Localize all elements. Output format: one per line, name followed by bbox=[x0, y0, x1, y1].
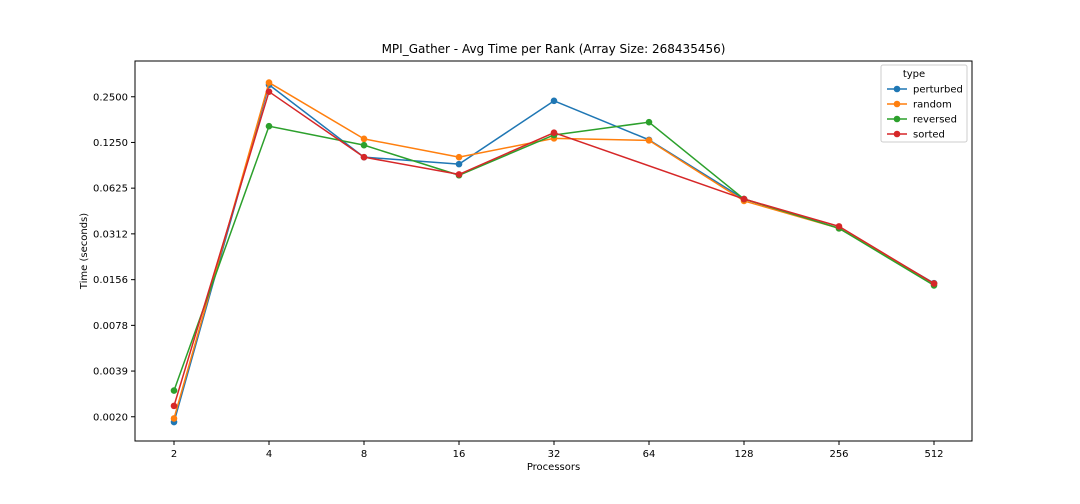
legend: type perturbed random reversed sorted bbox=[880, 64, 968, 143]
data-point-perturbed bbox=[455, 160, 463, 168]
y-tick-label: 0.0156 bbox=[93, 275, 128, 286]
data-point-sorted bbox=[265, 88, 273, 95]
data-point-random bbox=[265, 79, 273, 86]
data-point-reversed bbox=[645, 118, 653, 126]
legend-title: type bbox=[903, 69, 925, 80]
data-point-random bbox=[455, 153, 463, 161]
x-tick-label: 2 bbox=[171, 449, 177, 460]
x-tick-label: 512 bbox=[924, 449, 943, 460]
legend-swatch-marker bbox=[893, 115, 901, 123]
data-point-sorted bbox=[930, 280, 938, 287]
data-point-reversed bbox=[265, 122, 273, 130]
legend-swatch-marker bbox=[893, 100, 901, 108]
y-tick-label: 0.1250 bbox=[93, 138, 128, 149]
y-axis-label: Time (seconds) bbox=[79, 213, 90, 290]
legend-swatch-marker bbox=[893, 130, 901, 138]
y-tick-label: 0.0039 bbox=[93, 367, 128, 378]
x-tick-label: 32 bbox=[548, 449, 561, 460]
data-point-random bbox=[360, 135, 368, 143]
legend-box bbox=[880, 64, 968, 143]
x-axis-ticks: 2 4 8 16 32 64 128 256 512 bbox=[171, 441, 944, 460]
legend-swatch-marker bbox=[893, 85, 901, 93]
data-point-sorted bbox=[360, 153, 368, 161]
series-reversed bbox=[170, 118, 938, 394]
data-point-sorted bbox=[170, 402, 178, 410]
data-point-reversed bbox=[360, 141, 368, 149]
plot-marks bbox=[170, 79, 938, 426]
series-sorted bbox=[170, 88, 938, 410]
data-point-random bbox=[645, 137, 653, 144]
data-point-reversed bbox=[170, 387, 178, 394]
data-point-perturbed bbox=[550, 97, 558, 105]
legend-label-sorted: sorted bbox=[913, 130, 945, 141]
data-point-sorted bbox=[740, 195, 748, 203]
x-tick-label: 4 bbox=[266, 449, 272, 460]
x-tick-label: 64 bbox=[643, 449, 656, 460]
series-line-reversed bbox=[173, 121, 935, 391]
legend-label-random: random bbox=[913, 100, 952, 111]
x-tick-label: 128 bbox=[734, 449, 753, 460]
y-axis-ticks: 0.0020 0.0039 0.0078 0.0156 0.0312 0.0625 0.12… bbox=[93, 92, 135, 423]
x-tick-label: 8 bbox=[361, 449, 367, 460]
y-tick-label: 0.2500 bbox=[93, 92, 128, 103]
series-line-sorted bbox=[173, 90, 935, 407]
y-tick-label: 0.0312 bbox=[93, 229, 128, 240]
data-point-sorted bbox=[835, 223, 843, 230]
x-axis-label: Processors bbox=[527, 462, 580, 473]
data-point-sorted bbox=[550, 129, 558, 136]
x-tick-label: 16 bbox=[453, 449, 466, 460]
data-point-sorted bbox=[455, 171, 463, 178]
y-tick-label: 0.0625 bbox=[93, 184, 128, 195]
y-tick-label: 0.0020 bbox=[93, 412, 128, 423]
x-tick-label: 256 bbox=[829, 449, 848, 460]
legend-label-reversed: reversed bbox=[913, 115, 957, 126]
y-tick-label: 0.0078 bbox=[93, 321, 128, 332]
data-point-random bbox=[170, 415, 178, 422]
legend-label-perturbed: perturbed bbox=[913, 85, 963, 96]
chart-title: MPI_Gather - Avg Time per Rank (Array Si… bbox=[382, 42, 726, 56]
